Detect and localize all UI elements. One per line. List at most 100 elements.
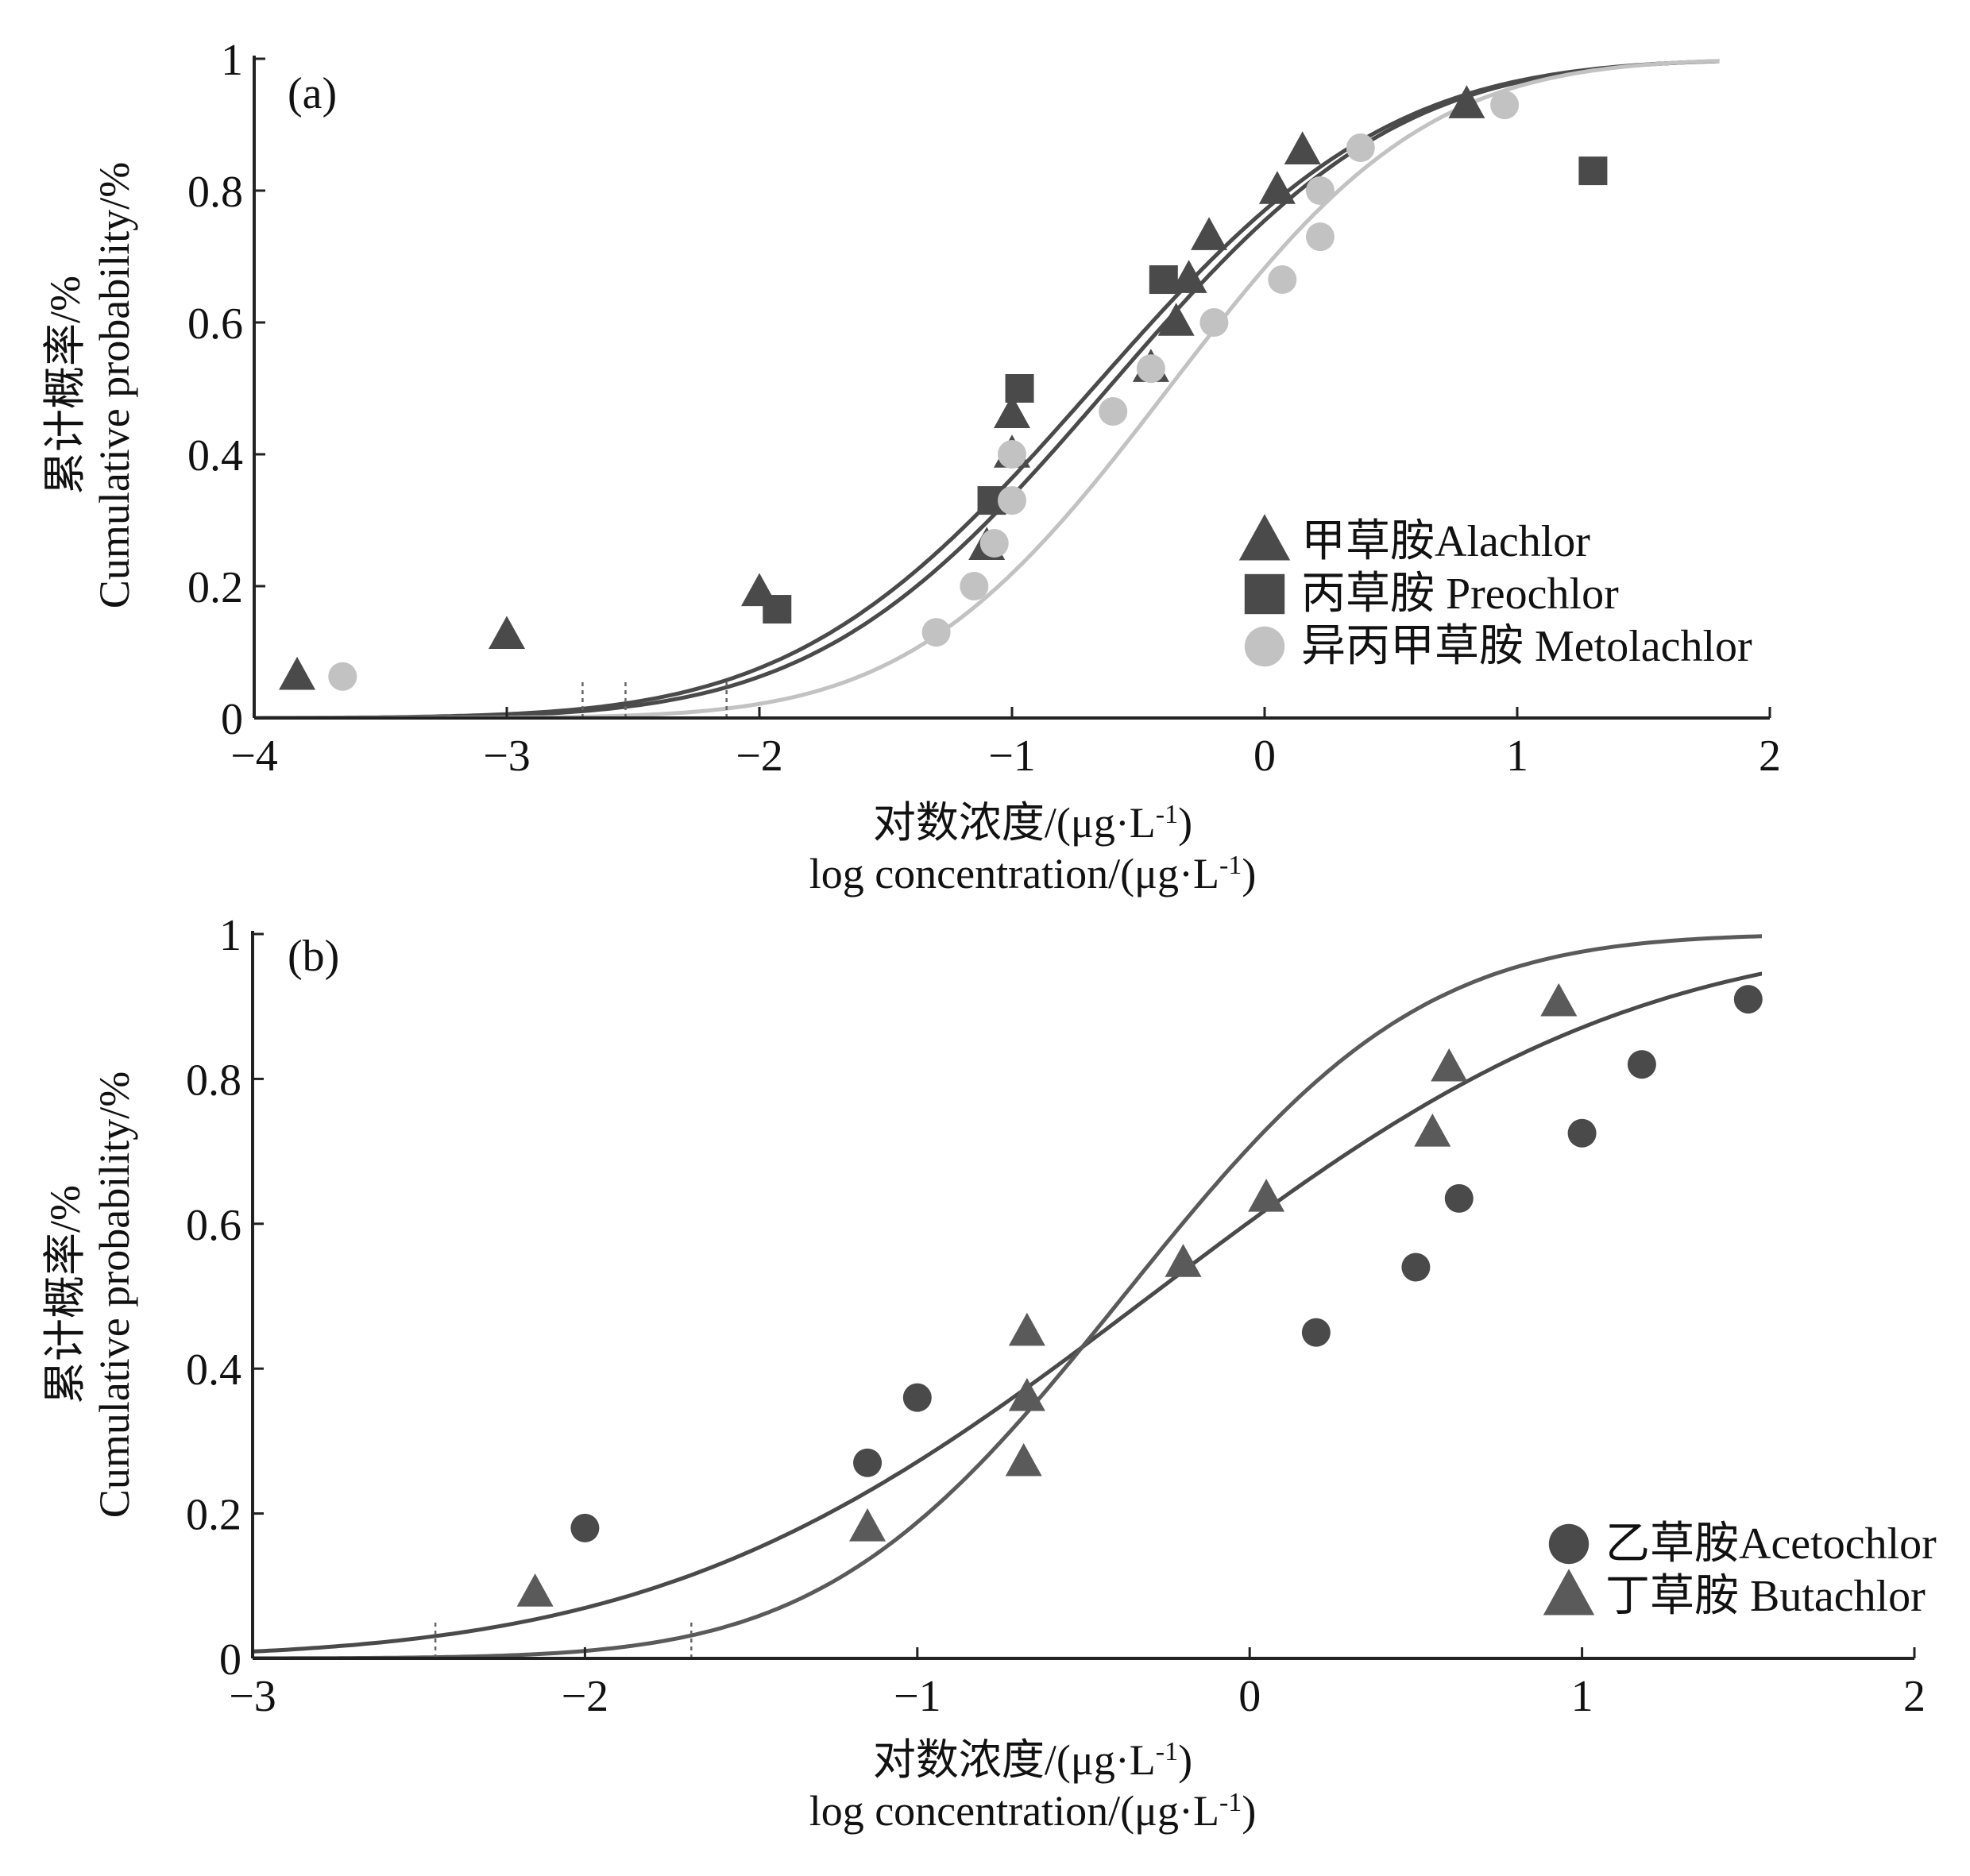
x-axis-title-a-zh-close: ) [1178, 799, 1192, 847]
x-axis-title-b-zh: 对数浓度/(μg·L-1) [873, 1736, 1192, 1784]
data-point-triangle [1284, 131, 1321, 164]
x-tick-label: 0 [1253, 731, 1276, 781]
data-point-circle [1305, 222, 1335, 252]
panel-label-b: (b) [288, 932, 339, 981]
y-axis-title-b-en: Cumulative probability/% [91, 1071, 138, 1518]
y-axis-title-b-zh: 累计概率/% [41, 1185, 89, 1404]
data-point-triangle [1008, 1312, 1045, 1346]
y-tick-label: 0.4 [186, 1345, 241, 1395]
data-point-square [1005, 374, 1034, 403]
x-axis-title-b-en-sup: -1 [1219, 1788, 1242, 1817]
fit-curve [254, 59, 1720, 720]
x-axis-title-a-zh-sup: -1 [1156, 800, 1178, 829]
data-point-triangle [1157, 303, 1195, 336]
x-axis-title-b-zh-sup: -1 [1156, 1737, 1178, 1766]
x-axis-title-a-zh: 对数浓度/(μg·L-1) [873, 799, 1192, 847]
data-point-circle [1567, 1118, 1597, 1148]
y-tick-label: 1 [221, 36, 243, 85]
data-point-triangle [1191, 217, 1228, 250]
tick-labels-b: −3 −2 −1 0 1 2 0 0.2 0.4 0.6 0.8 1 [186, 911, 1926, 1721]
fit-curve [254, 59, 1720, 720]
x-tick-label: 2 [1903, 1672, 1926, 1721]
legend-marker-circle [1548, 1523, 1590, 1565]
x-tick-label: −3 [483, 731, 531, 781]
data-point-triangle [1258, 171, 1296, 204]
x-tick-label: 0 [1238, 1672, 1261, 1721]
x-tick-label: −1 [988, 731, 1036, 781]
data-point-triangle [1008, 1377, 1045, 1411]
x-axis-title-a-en-close: ) [1242, 850, 1256, 897]
fit-curves-a [254, 59, 1720, 720]
data-point-circle [1305, 176, 1335, 205]
data-point-square [1578, 156, 1608, 186]
data-point-circle [1627, 1050, 1656, 1079]
data-point-circle [1301, 1318, 1331, 1347]
data-points-b [516, 982, 1763, 1607]
legend-label: 甲草胺Alachlor [1301, 517, 1590, 566]
x-axis-title-a-en-sup: -1 [1219, 851, 1242, 880]
data-point-circle [902, 1383, 932, 1412]
x-axis-title-b-en-close: ) [1242, 1787, 1256, 1835]
y-tick-label: 1 [219, 911, 241, 960]
data-point-triangle [1431, 1048, 1468, 1082]
reference-dashes-a [581, 680, 728, 718]
panel-label-a: (a) [288, 69, 337, 118]
data-point-circle [979, 529, 1009, 558]
y-tick-label: 0.6 [187, 299, 243, 349]
data-point-circle [921, 618, 951, 647]
y-axis-title-b: 累计概率/% Cumulative probability/% [41, 1071, 138, 1518]
y-tick-label: 0.2 [187, 563, 243, 612]
x-tick-label: −2 [562, 1672, 609, 1721]
data-point-triangle [1448, 85, 1485, 118]
data-point-triangle [1540, 982, 1578, 1017]
legend-marker-triangle [1238, 514, 1291, 561]
data-point-circle [1268, 265, 1297, 295]
y-axis-title-a: 累计概率/% Cumulative probability/% [41, 162, 138, 608]
data-point-triangle [994, 395, 1030, 428]
data-point-circle [1346, 133, 1375, 163]
data-points-a [279, 85, 1608, 691]
x-tick-label: −3 [229, 1672, 276, 1721]
y-axis-title-a-en: Cumulative probability/% [91, 162, 138, 608]
x-tick-label: 1 [1506, 731, 1528, 781]
data-point-triangle [849, 1508, 886, 1542]
y-tick-label: 0.2 [186, 1491, 241, 1540]
x-axis-title-b-zh-text: 对数浓度/(μg·L [873, 1736, 1156, 1784]
legend-label: 丁草胺 Butachlor [1605, 1572, 1926, 1621]
data-point-triangle [1005, 1442, 1042, 1476]
y-tick-label: 0.8 [187, 168, 243, 217]
legend-marker-circle [1244, 626, 1285, 667]
data-point-circle [853, 1448, 883, 1477]
x-tick-label: −1 [894, 1672, 941, 1721]
y-tick-label: 0.4 [187, 431, 243, 481]
x-tick-label: 2 [1759, 731, 1781, 781]
data-point-circle [1490, 91, 1520, 120]
legend-label: 丙草胺 Preochlor [1301, 569, 1619, 619]
chart-panel-a: −4 −3 −2 −1 0 1 2 0 0.2 0.4 0.6 0.8 1 (a) 累计概率/% Cum… [41, 36, 1781, 897]
data-point-circle [570, 1513, 600, 1542]
axes-b [251, 931, 1916, 1660]
y-tick-label: 0.6 [186, 1201, 241, 1250]
x-tick-label: −2 [736, 731, 783, 781]
legend-label: 异丙甲草胺 Metolachlor [1301, 622, 1752, 671]
x-axis-title-b-zh-close: ) [1178, 1736, 1192, 1784]
data-point-circle [1136, 354, 1165, 384]
x-axis-title-b-en-text: log concentration/(μg·L [809, 1787, 1219, 1835]
y-axis-title-a-zh: 累计概率/% [41, 276, 89, 495]
data-point-square [1149, 265, 1178, 295]
reference-dashes-b [434, 1620, 693, 1658]
y-tick-label: 0.8 [186, 1056, 241, 1105]
tick-labels-a: −4 −3 −2 −1 0 1 2 0 0.2 0.4 0.6 0.8 1 [187, 36, 1781, 781]
data-point-circle [1444, 1183, 1474, 1213]
y-tick-label: 0 [221, 695, 243, 744]
data-point-circle [328, 662, 357, 691]
data-point-triangle [516, 1573, 554, 1607]
data-point-triangle [1170, 260, 1207, 293]
x-axis-title-a-en: log concentration/(μg·L-1) [809, 850, 1257, 897]
x-axis-title-a-en-text: log concentration/(μg·L [809, 850, 1219, 897]
data-point-circle [1199, 308, 1229, 337]
data-point-triangle [1248, 1179, 1285, 1212]
